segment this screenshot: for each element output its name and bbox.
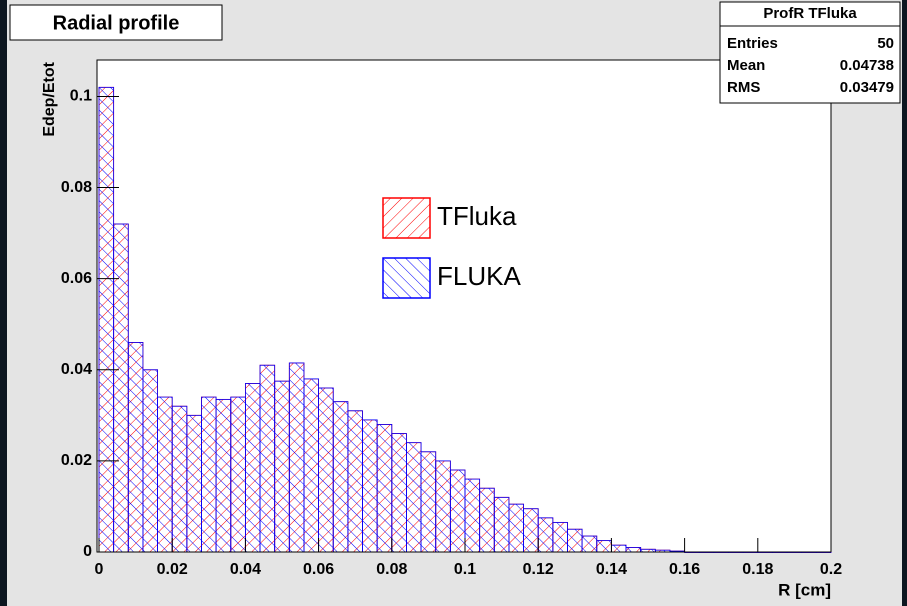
legend-swatch <box>382 197 431 239</box>
bar <box>244 383 261 553</box>
bar <box>479 487 495 553</box>
legend-label: TFluka <box>437 201 517 231</box>
y-tick-label: 0.08 <box>61 179 92 196</box>
y-tick-label: 0.02 <box>61 452 92 469</box>
x-tick-label: 0.1 <box>454 561 476 578</box>
bar <box>464 478 481 553</box>
bar <box>201 396 217 553</box>
stats-label: Entries <box>727 35 778 52</box>
stats-value: 0.04738 <box>840 57 894 74</box>
stats-value: 50 <box>877 35 894 52</box>
x-tick-label: 0 <box>95 561 104 578</box>
bar <box>493 496 510 553</box>
bar <box>508 503 524 553</box>
y-tick-label: 0.06 <box>61 270 92 287</box>
bar <box>318 387 334 553</box>
y-tick-label: 0.1 <box>70 88 92 105</box>
bar <box>142 369 158 553</box>
bar <box>625 547 642 553</box>
bar <box>347 410 363 553</box>
bar <box>376 424 393 553</box>
bar <box>157 396 173 553</box>
bar <box>186 414 202 553</box>
stats-label: RMS <box>727 79 760 96</box>
x-tick-label: 0.16 <box>669 561 700 578</box>
x-tick-label: 0.06 <box>303 561 334 578</box>
bar <box>98 86 115 553</box>
bar <box>127 342 144 553</box>
bar <box>523 508 539 553</box>
bar <box>113 223 129 553</box>
y-tick-label: 0 <box>83 543 92 560</box>
y-axis-label: Edep/Etot <box>41 61 58 136</box>
bar <box>171 405 188 553</box>
x-tick-label: 0.08 <box>376 561 407 578</box>
x-tick-label: 0.18 <box>742 561 773 578</box>
bar <box>259 364 276 553</box>
bar <box>303 378 319 553</box>
stats-box <box>719 1 901 104</box>
bar <box>406 442 422 553</box>
stats-label: Mean <box>727 57 765 74</box>
bar <box>537 517 554 553</box>
bar <box>420 451 437 553</box>
bar <box>230 396 246 553</box>
legend-swatch <box>382 257 431 299</box>
legend-label: FLUKA <box>437 261 521 291</box>
bar <box>362 419 378 553</box>
bar <box>596 540 612 553</box>
bar <box>288 362 305 553</box>
bar <box>581 535 598 553</box>
x-tick-label: 0.2 <box>820 561 842 578</box>
bar <box>611 544 627 553</box>
x-tick-label: 0.12 <box>523 561 554 578</box>
title-box <box>9 4 223 41</box>
bar <box>332 401 349 553</box>
stats-title: ProfR TFluka <box>763 5 857 22</box>
bar <box>552 521 568 553</box>
bar <box>567 528 583 553</box>
x-tick-label: 0.02 <box>157 561 188 578</box>
bar <box>391 433 407 553</box>
stats-value: 0.03479 <box>840 79 894 96</box>
bar <box>215 398 232 553</box>
bar <box>435 460 451 553</box>
x-tick-label: 0.14 <box>596 561 627 578</box>
x-axis-label: R [cm] <box>778 580 831 599</box>
x-tick-label: 0.04 <box>230 561 261 578</box>
bar <box>449 469 466 553</box>
y-tick-label: 0.04 <box>61 361 92 378</box>
chart-title: Radial profile <box>53 12 180 34</box>
bar <box>274 380 290 553</box>
